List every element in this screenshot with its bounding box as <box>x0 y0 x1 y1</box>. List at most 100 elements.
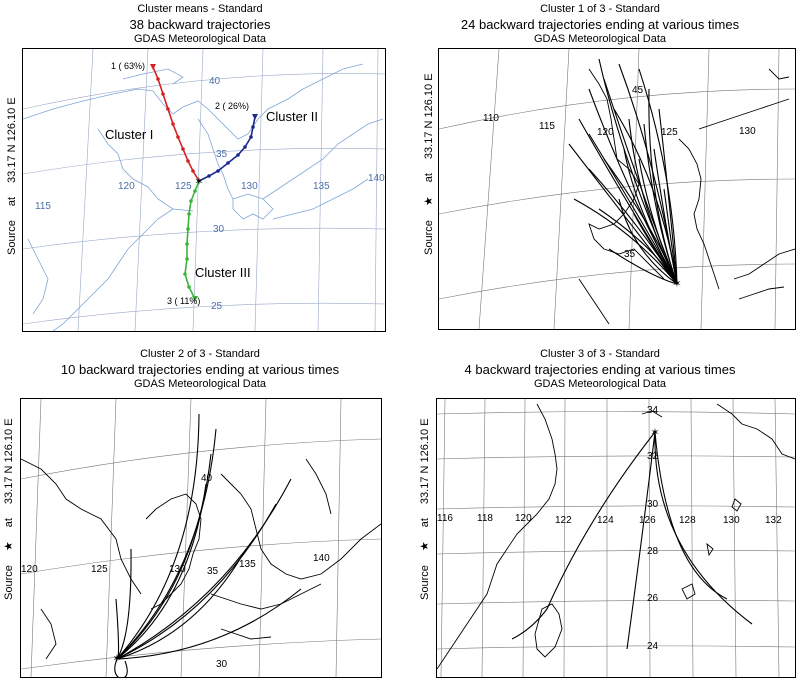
trajectory-point <box>171 122 175 126</box>
graticule <box>437 399 795 677</box>
trajectory-point <box>243 145 247 149</box>
trajectory-point <box>251 125 255 129</box>
latitude-label: 35 <box>207 566 219 577</box>
latitude-label: 24 <box>647 641 659 652</box>
longitude-labels: 120 125 130 135 140 <box>21 553 330 575</box>
longitude-label: 116 <box>437 513 453 524</box>
source-star-icon: ✶ <box>194 176 203 188</box>
cluster-marker-label: 1 ( 63%) <box>111 61 145 71</box>
longitude-label: 110 <box>483 113 499 124</box>
latitude-label: 32 <box>647 451 659 462</box>
trajectory-point <box>166 107 170 111</box>
graticule <box>21 399 381 677</box>
panel-cluster-2: Cluster 2 of 3 - Standard 10 backward tr… <box>0 345 400 680</box>
map-frame: 110 115 120 125 130 45 35 ✶ <box>438 48 796 330</box>
longitude-label: 130 <box>739 126 756 137</box>
panel-title-block: Cluster 1 of 3 - Standard 24 backward tr… <box>400 2 800 47</box>
latitude-labels: 34 32 30 28 26 24 <box>647 405 659 652</box>
panel-title: Cluster 1 of 3 - Standard <box>540 3 660 15</box>
panel-title-block: Cluster 3 of 3 - Standard 4 backward tra… <box>400 347 800 392</box>
trajectory-loop <box>114 658 128 677</box>
trajectory-line <box>654 431 753 625</box>
trajectory-line <box>116 548 132 660</box>
map-canvas: 116 118 120 122 124 126 128 130 132 34 32 30 28 26 24… <box>437 399 795 677</box>
panel-source: GDAS Meteorological Data <box>533 33 667 45</box>
longitude-label: 130 <box>241 181 258 192</box>
trajectory-line <box>618 198 678 285</box>
latitude-label: 25 <box>211 301 223 312</box>
panel-source: GDAS Meteorological Data <box>533 378 667 390</box>
longitude-label: 122 <box>555 515 572 526</box>
trajectory-line <box>573 198 678 285</box>
coastline <box>437 403 795 670</box>
cluster-name-label: Cluster III <box>195 265 251 280</box>
trajectory-point <box>191 169 195 173</box>
latitude-label: 40 <box>209 76 221 87</box>
latitude-labels: 40 35 30 25 <box>209 76 228 312</box>
trajectory-start-marker <box>192 296 198 302</box>
source-label: Source★at33.17 N 126.10 E <box>419 418 431 600</box>
longitude-label: 128 <box>679 515 696 526</box>
trajectory-point <box>181 147 185 151</box>
latitude-label: 35 <box>624 249 636 260</box>
trajectory-line <box>116 413 200 660</box>
source-label: Source★at33.17 N 126.10 E <box>3 418 15 600</box>
trajectory-start-marker <box>150 64 156 70</box>
cluster-mean-trajectories: ✶ <box>150 64 258 302</box>
trajectory-lines <box>114 413 302 677</box>
panel-source: GDAS Meteorological Data <box>133 378 267 390</box>
cluster-marker-label: 3 ( 11%) <box>167 296 200 306</box>
trajectory-line <box>654 431 728 600</box>
latitude-label: 34 <box>647 405 659 416</box>
latitude-label: 45 <box>632 85 644 96</box>
longitude-label: 140 <box>368 173 385 184</box>
trajectory-line <box>116 428 217 660</box>
map-frame: 120 125 130 135 140 40 35 30 ✶ <box>20 398 382 678</box>
longitude-label: 120 <box>118 181 135 192</box>
source-label: Sourceat33.17 N 126.10 E <box>6 97 18 255</box>
trajectory-lines <box>568 58 678 285</box>
graticule <box>23 49 385 331</box>
trajectory-point <box>187 212 191 216</box>
latitude-label: 26 <box>647 593 659 604</box>
latitude-label: 40 <box>201 473 213 484</box>
trajectory-point <box>193 189 197 193</box>
cluster-mean-line <box>152 66 200 182</box>
graticule <box>439 49 795 329</box>
panel-title: Cluster 2 of 3 - Standard <box>140 348 260 360</box>
source-star-icon: ✶ <box>672 278 681 290</box>
map-canvas: 120 125 130 135 140 40 35 30 ✶ <box>21 399 381 677</box>
cluster-name-label: Cluster I <box>105 127 153 142</box>
panel-cluster-1: Cluster 1 of 3 - Standard 24 backward tr… <box>400 0 800 340</box>
trajectory-line <box>633 213 678 285</box>
panel-subtitle: 38 backward trajectories <box>129 17 271 32</box>
trajectory-line <box>116 453 212 660</box>
longitude-label: 125 <box>91 564 108 575</box>
source-star-icon: ★ <box>419 541 431 552</box>
trajectory-point <box>187 285 191 289</box>
longitude-label: 120 <box>515 513 532 524</box>
trajectory-line <box>116 588 302 660</box>
trajectory-line <box>638 158 678 285</box>
longitude-label: 125 <box>175 181 192 192</box>
panel-cluster-3: Cluster 3 of 3 - Standard 4 backward tra… <box>400 345 800 680</box>
cluster-marker-label: 2 ( 26%) <box>215 101 249 111</box>
trajectory-point <box>176 135 180 139</box>
panel-subtitle: 24 backward trajectories ending at vario… <box>460 17 740 32</box>
trajectory-point <box>189 199 193 203</box>
longitude-label: 120 <box>21 564 38 575</box>
trajectory-point <box>156 77 160 81</box>
longitude-label: 115 <box>539 121 555 132</box>
coastline <box>21 458 381 660</box>
longitude-label: 125 <box>661 127 678 138</box>
map-canvas: 115 120 125 130 135 140 40 35 30 25 ✶ 1 ( 63%) Cl… <box>23 49 385 331</box>
longitude-label: 140 <box>313 553 330 564</box>
trajectory-line <box>116 483 207 660</box>
trajectory-line <box>608 248 678 285</box>
trajectory-point <box>207 174 211 178</box>
longitude-label: 130 <box>723 515 740 526</box>
trajectory-point <box>249 135 253 139</box>
trajectory-line <box>116 548 247 660</box>
panel-title-block: Cluster means - Standard 38 backward tra… <box>0 2 400 47</box>
